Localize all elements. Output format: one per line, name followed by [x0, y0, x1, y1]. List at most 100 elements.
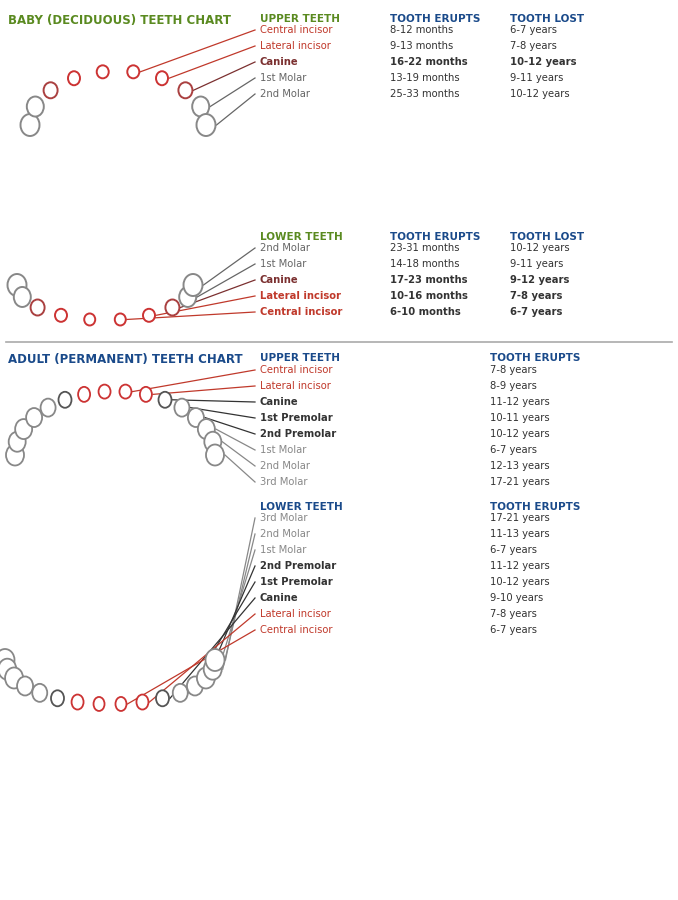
Ellipse shape: [143, 309, 155, 322]
Text: 9-10 years: 9-10 years: [490, 593, 543, 603]
Ellipse shape: [72, 695, 83, 709]
Ellipse shape: [140, 387, 152, 402]
Text: 7-8 years: 7-8 years: [510, 41, 557, 51]
Text: 23-31 months: 23-31 months: [390, 243, 460, 253]
Ellipse shape: [14, 287, 31, 307]
Text: Central incisor: Central incisor: [260, 25, 332, 35]
Ellipse shape: [51, 690, 64, 707]
Ellipse shape: [173, 684, 188, 702]
Text: 3rd Molar: 3rd Molar: [260, 513, 308, 523]
Ellipse shape: [205, 649, 224, 671]
Ellipse shape: [197, 114, 216, 136]
Text: 10-12 years: 10-12 years: [490, 577, 550, 587]
Text: 9-12 years: 9-12 years: [510, 275, 570, 285]
Text: 8-9 years: 8-9 years: [490, 381, 537, 391]
Ellipse shape: [15, 419, 32, 439]
Text: 6-7 years: 6-7 years: [510, 307, 562, 317]
Text: TOOTH ERUPTS: TOOTH ERUPTS: [490, 502, 580, 512]
Text: ADULT (PERMANENT) TEETH CHART: ADULT (PERMANENT) TEETH CHART: [8, 353, 243, 366]
Ellipse shape: [197, 668, 215, 688]
Text: Canine: Canine: [260, 397, 298, 407]
Text: Central incisor: Central incisor: [260, 307, 342, 317]
Text: 9-11 years: 9-11 years: [510, 259, 563, 269]
Ellipse shape: [6, 445, 24, 465]
Text: 10-12 years: 10-12 years: [510, 243, 570, 253]
Text: Central incisor: Central incisor: [260, 625, 332, 635]
Ellipse shape: [58, 392, 71, 408]
Text: 10-12 years: 10-12 years: [510, 57, 576, 67]
Text: TOOTH LOST: TOOTH LOST: [510, 232, 584, 242]
Text: TOOTH ERUPTS: TOOTH ERUPTS: [390, 232, 481, 242]
Text: Lateral incisor: Lateral incisor: [260, 41, 331, 51]
Ellipse shape: [17, 677, 33, 696]
Text: 3rd Molar: 3rd Molar: [260, 477, 308, 487]
Text: 8-12 months: 8-12 months: [390, 25, 454, 35]
Ellipse shape: [203, 659, 222, 680]
Text: 1st Molar: 1st Molar: [260, 545, 306, 555]
Ellipse shape: [27, 96, 44, 116]
Text: 2nd Molar: 2nd Molar: [260, 243, 310, 253]
Ellipse shape: [97, 66, 108, 78]
Text: 17-21 years: 17-21 years: [490, 513, 550, 523]
Text: 10-11 years: 10-11 years: [490, 413, 550, 423]
Ellipse shape: [68, 71, 80, 86]
Text: TOOTH ERUPTS: TOOTH ERUPTS: [390, 14, 481, 24]
Text: 7-8 years: 7-8 years: [490, 609, 537, 619]
Text: 9-13 months: 9-13 months: [390, 41, 454, 51]
Text: 6-7 years: 6-7 years: [490, 445, 537, 455]
Ellipse shape: [55, 309, 67, 322]
Text: 6-7 years: 6-7 years: [490, 625, 537, 635]
Text: 6-10 months: 6-10 months: [390, 307, 461, 317]
Text: Canine: Canine: [260, 593, 298, 603]
Text: 10-12 years: 10-12 years: [510, 89, 570, 99]
Text: UPPER TEETH: UPPER TEETH: [260, 353, 340, 363]
Ellipse shape: [31, 300, 45, 316]
Text: 17-21 years: 17-21 years: [490, 477, 550, 487]
Ellipse shape: [9, 432, 26, 452]
Text: 11-13 years: 11-13 years: [490, 529, 550, 539]
Text: 7-8 years: 7-8 years: [510, 291, 562, 301]
Text: Lateral incisor: Lateral incisor: [260, 291, 341, 301]
Ellipse shape: [188, 408, 204, 427]
Text: 12-13 years: 12-13 years: [490, 461, 550, 471]
Text: TOOTH ERUPTS: TOOTH ERUPTS: [490, 353, 580, 363]
Text: 10-12 years: 10-12 years: [490, 429, 550, 439]
Text: 6-7 years: 6-7 years: [510, 25, 557, 35]
Ellipse shape: [159, 392, 172, 408]
Text: 13-19 months: 13-19 months: [390, 73, 460, 83]
Ellipse shape: [192, 96, 210, 116]
Text: 2nd Premolar: 2nd Premolar: [260, 429, 336, 439]
Text: UPPER TEETH: UPPER TEETH: [260, 14, 340, 24]
Text: Canine: Canine: [260, 275, 298, 285]
Ellipse shape: [174, 399, 189, 417]
Ellipse shape: [156, 690, 169, 707]
Text: 25-33 months: 25-33 months: [390, 89, 460, 99]
Text: TOOTH LOST: TOOTH LOST: [510, 14, 584, 24]
Ellipse shape: [187, 677, 203, 696]
Ellipse shape: [84, 313, 95, 326]
Text: 11-12 years: 11-12 years: [490, 561, 550, 571]
Ellipse shape: [204, 432, 221, 452]
Ellipse shape: [184, 274, 203, 296]
Ellipse shape: [26, 408, 42, 427]
Ellipse shape: [179, 287, 196, 307]
Ellipse shape: [206, 445, 224, 465]
Text: 2nd Molar: 2nd Molar: [260, 89, 310, 99]
Ellipse shape: [156, 71, 168, 86]
Text: 10-16 months: 10-16 months: [390, 291, 468, 301]
Ellipse shape: [115, 697, 127, 711]
Text: 1st Molar: 1st Molar: [260, 259, 306, 269]
Text: 1st Molar: 1st Molar: [260, 73, 306, 83]
Ellipse shape: [178, 82, 193, 98]
Text: 1st Molar: 1st Molar: [260, 445, 306, 455]
Text: Canine: Canine: [260, 57, 298, 67]
Ellipse shape: [94, 697, 104, 711]
Ellipse shape: [41, 399, 56, 417]
Ellipse shape: [98, 384, 111, 399]
Text: 14-18 months: 14-18 months: [390, 259, 460, 269]
Ellipse shape: [5, 668, 23, 688]
Ellipse shape: [127, 66, 139, 78]
Ellipse shape: [165, 300, 180, 316]
Text: 2nd Molar: 2nd Molar: [260, 529, 310, 539]
Text: 7-8 years: 7-8 years: [490, 365, 537, 375]
